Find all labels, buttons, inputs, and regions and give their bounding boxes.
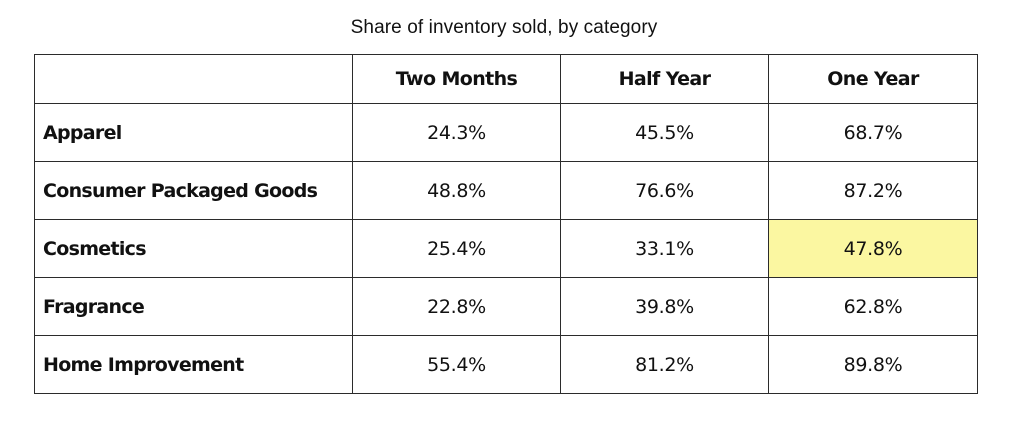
table-cell: 55.4% [352, 335, 561, 394]
table-cell: 62.8% [768, 277, 978, 336]
table-cell: 33.1% [560, 219, 769, 278]
table-row: Home Improvement 55.4% 81.2% 89.8% [34, 335, 978, 394]
table-cell: 87.2% [768, 161, 978, 220]
highlighted-cell: 47.8% [768, 219, 978, 278]
row-label: Home Improvement [34, 335, 353, 394]
table-row: Apparel 24.3% 45.5% 68.7% [34, 103, 978, 162]
table-cell: 25.4% [352, 219, 561, 278]
table-row: Cosmetics 25.4% 33.1% 47.8% [34, 219, 978, 278]
header-corner-cell [34, 54, 353, 104]
row-label: Cosmetics [34, 219, 353, 278]
table-cell: 39.8% [560, 277, 769, 336]
header-row: Two Months Half Year One Year [34, 54, 978, 104]
row-label: Fragrance [34, 277, 353, 336]
table-row: Fragrance 22.8% 39.8% 62.8% [34, 277, 978, 336]
table-title: Share of inventory sold, by category [350, 17, 658, 38]
table-row: Consumer Packaged Goods 48.8% 76.6% 87.2… [34, 161, 978, 220]
column-header-half-year: Half Year [560, 54, 769, 104]
table-cell: 89.8% [768, 335, 978, 394]
row-label: Consumer Packaged Goods [34, 161, 353, 220]
row-label: Apparel [34, 103, 353, 162]
table-cell: 45.5% [560, 103, 769, 162]
table-cell: 48.8% [352, 161, 561, 220]
column-header-two-months: Two Months [352, 54, 561, 104]
table-cell: 68.7% [768, 103, 978, 162]
inventory-table: Two Months Half Year One Year Apparel 24… [34, 54, 978, 394]
column-header-one-year: One Year [768, 54, 978, 104]
table-cell: 81.2% [560, 335, 769, 394]
table-cell: 22.8% [352, 277, 561, 336]
table-cell: 76.6% [560, 161, 769, 220]
table-cell: 24.3% [352, 103, 561, 162]
